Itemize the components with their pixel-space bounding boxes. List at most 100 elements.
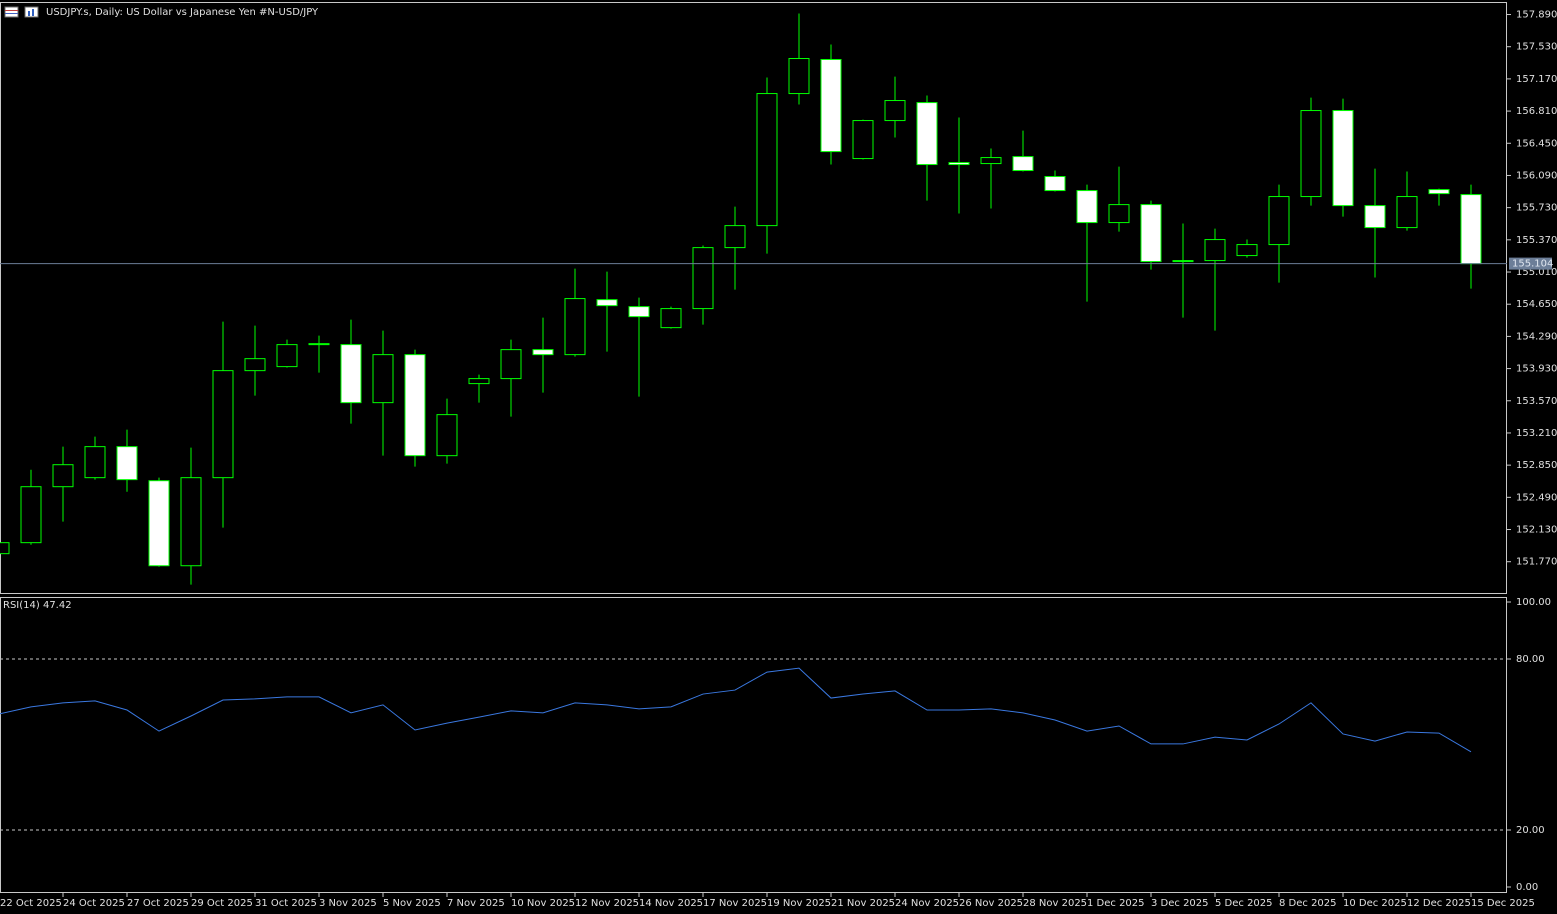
candle-body — [308, 343, 330, 346]
x-tick-label: 10 Nov 2025 — [511, 898, 575, 909]
x-tick-label: 8 Dec 2025 — [1279, 898, 1337, 909]
candle-body — [1268, 196, 1290, 246]
y-tick-label: 157.890 — [1516, 10, 1557, 21]
y-tick-label: 154.650 — [1516, 299, 1557, 310]
y-tick-label: 100.00 — [1516, 597, 1551, 608]
x-tick-label: 28 Nov 2025 — [1023, 898, 1087, 909]
candle-body — [1172, 260, 1194, 263]
candle-body — [916, 102, 938, 166]
y-tick-label: 152.130 — [1516, 525, 1557, 536]
x-tick-label: 17 Nov 2025 — [703, 898, 767, 909]
x-tick-label: 1 Dec 2025 — [1087, 898, 1145, 909]
main-frame — [0, 2, 1507, 594]
y-tick-label: 157.530 — [1516, 42, 1557, 53]
candle-body — [564, 298, 586, 356]
x-tick-label: 31 Oct 2025 — [255, 898, 317, 909]
candle-body — [1396, 196, 1418, 229]
y-tick-label: 153.210 — [1516, 428, 1557, 439]
chart-title: USDJPY.s, Daily: US Dollar vs Japanese Y… — [46, 7, 319, 18]
candle-body — [244, 358, 266, 372]
x-tick-label: 15 Dec 2025 — [1471, 898, 1535, 909]
candle-body — [340, 344, 362, 404]
candle-body — [788, 58, 810, 95]
x-tick-label: 7 Nov 2025 — [447, 898, 505, 909]
rsi-title: RSI(14) 47.42 — [3, 600, 72, 611]
candle-body — [724, 225, 746, 249]
candle-body — [372, 354, 394, 404]
candle-body — [1332, 110, 1354, 207]
y-tick-label: 153.930 — [1516, 364, 1557, 375]
y-tick-label: 157.170 — [1516, 74, 1557, 85]
candle-body — [212, 370, 234, 479]
y-tick-label: 154.290 — [1516, 331, 1557, 342]
y-tick-label: 155.370 — [1516, 235, 1557, 246]
candle-body — [948, 162, 970, 166]
current-price-box — [1509, 257, 1552, 270]
candle-body — [596, 299, 618, 307]
y-tick-label: 151.770 — [1516, 557, 1557, 568]
x-tick-label: 14 Nov 2025 — [639, 898, 703, 909]
candle-body — [1204, 239, 1226, 262]
candle-body — [52, 464, 74, 488]
x-tick-label: 21 Nov 2025 — [831, 898, 895, 909]
x-tick-label: 19 Nov 2025 — [767, 898, 831, 909]
x-tick-label: 22 Oct 2025 — [0, 898, 62, 909]
y-tick-label: 156.810 — [1516, 106, 1557, 117]
y-tick-label: 20.00 — [1516, 825, 1545, 836]
x-tick-label: 10 Dec 2025 — [1343, 898, 1407, 909]
x-tick-label: 5 Nov 2025 — [383, 898, 441, 909]
candle-body — [148, 480, 170, 567]
y-tick-label: 152.490 — [1516, 492, 1557, 503]
candle-body — [980, 157, 1002, 165]
candle-body — [500, 349, 522, 380]
candle-body — [1076, 190, 1098, 224]
candle-body — [116, 446, 138, 481]
x-tick-label: 24 Nov 2025 — [895, 898, 959, 909]
candle-body — [1236, 244, 1258, 257]
candle-body — [692, 247, 714, 310]
x-tick-label: 12 Nov 2025 — [575, 898, 639, 909]
candle-body — [1300, 110, 1322, 198]
rsi-frame — [0, 597, 1507, 893]
x-tick-label: 5 Dec 2025 — [1215, 898, 1273, 909]
candle-body — [1428, 189, 1450, 195]
candle-body — [884, 100, 906, 122]
candle-body — [660, 308, 682, 329]
candle-body — [468, 378, 490, 385]
candle-body — [180, 477, 202, 567]
y-tick-label: 156.090 — [1516, 170, 1557, 181]
y-tick-label: 0.00 — [1516, 882, 1538, 893]
candle-body — [404, 354, 426, 457]
candle-body — [628, 306, 650, 318]
icon-bar — [28, 11, 30, 16]
candle-body — [1460, 194, 1482, 265]
y-tick-label: 80.00 — [1516, 654, 1545, 665]
y-tick-label: 155.010 — [1516, 267, 1557, 278]
y-tick-label: 153.570 — [1516, 396, 1557, 407]
candle-body — [852, 120, 874, 160]
candle-body — [0, 542, 10, 555]
candle-body — [756, 93, 778, 227]
candle-body — [820, 58, 842, 153]
x-tick-label: 12 Dec 2025 — [1407, 898, 1471, 909]
candle-body — [20, 486, 42, 544]
current-price-label: 155.104 — [1512, 259, 1553, 270]
candle-body — [1108, 204, 1130, 224]
y-tick-label: 156.450 — [1516, 138, 1557, 149]
title-icons — [4, 6, 39, 18]
icon-bar — [32, 9, 34, 16]
candle-body — [1140, 204, 1162, 263]
icon — [4, 6, 19, 18]
x-tick-label: 24 Oct 2025 — [63, 898, 125, 909]
candle-body — [276, 344, 298, 368]
x-tick-label: 27 Oct 2025 — [127, 898, 189, 909]
icon — [24, 6, 39, 18]
candle-body — [1364, 205, 1386, 229]
candle-body — [532, 349, 554, 356]
candle-body — [436, 414, 458, 457]
x-tick-label: 3 Nov 2025 — [319, 898, 377, 909]
y-tick-label: 152.850 — [1516, 460, 1557, 471]
